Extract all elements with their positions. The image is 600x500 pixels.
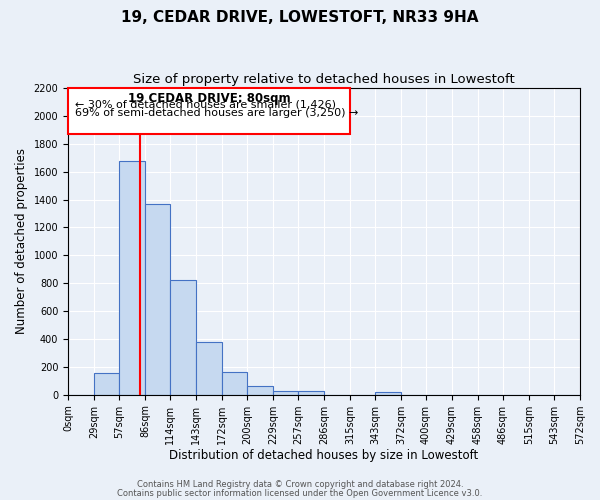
X-axis label: Distribution of detached houses by size in Lowestoft: Distribution of detached houses by size …: [169, 450, 479, 462]
Text: Contains HM Land Registry data © Crown copyright and database right 2024.: Contains HM Land Registry data © Crown c…: [137, 480, 463, 489]
Bar: [247, 386, 273, 394]
Text: 19, CEDAR DRIVE, LOWESTOFT, NR33 9HA: 19, CEDAR DRIVE, LOWESTOFT, NR33 9HA: [121, 10, 479, 25]
Bar: [145, 204, 170, 394]
Bar: [196, 342, 222, 394]
Bar: [298, 391, 324, 394]
Text: ← 30% of detached houses are smaller (1,426): ← 30% of detached houses are smaller (1,…: [75, 99, 336, 109]
Bar: [94, 373, 119, 394]
FancyBboxPatch shape: [68, 88, 350, 134]
Y-axis label: Number of detached properties: Number of detached properties: [15, 148, 28, 334]
Bar: [375, 392, 401, 394]
Bar: [119, 160, 145, 394]
Bar: [170, 280, 196, 394]
Text: Contains public sector information licensed under the Open Government Licence v3: Contains public sector information licen…: [118, 488, 482, 498]
Bar: [273, 390, 298, 394]
Bar: [222, 372, 247, 394]
Text: 69% of semi-detached houses are larger (3,250) →: 69% of semi-detached houses are larger (…: [75, 108, 359, 118]
Title: Size of property relative to detached houses in Lowestoft: Size of property relative to detached ho…: [133, 72, 515, 86]
Text: 19 CEDAR DRIVE: 80sqm: 19 CEDAR DRIVE: 80sqm: [128, 92, 290, 105]
